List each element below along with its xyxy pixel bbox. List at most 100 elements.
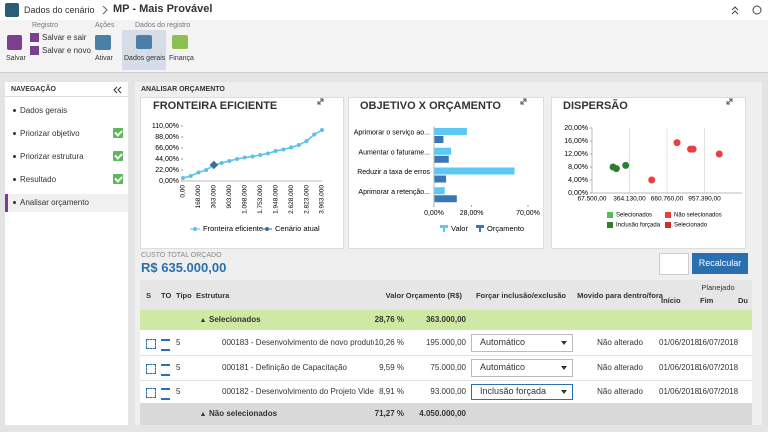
y-tick-label: 66,00% xyxy=(155,145,179,152)
nav-item[interactable]: Analisar orçamento xyxy=(20,198,89,207)
category-label: Aumentar o faturame... xyxy=(358,149,430,156)
group-label: Selecionados xyxy=(209,315,261,324)
list-button[interactable] xyxy=(659,253,689,275)
x-tick-label: 28,00% xyxy=(460,210,484,217)
select-arrow xyxy=(561,341,567,345)
check-icon xyxy=(113,128,123,138)
column-header: Du xyxy=(738,296,748,305)
legend-swatch xyxy=(443,228,445,232)
general-icon[interactable] xyxy=(136,35,152,49)
force-select[interactable]: Automático xyxy=(471,334,573,352)
x-tick-label: 363.000 xyxy=(211,185,218,209)
save-new-button[interactable]: Salvar e novo xyxy=(42,46,91,55)
collapse-icon[interactable] xyxy=(113,86,123,94)
top-bar: Dados do cenário MP - Mais Provável xyxy=(0,0,768,20)
save-icon[interactable] xyxy=(7,35,22,50)
activate-button[interactable]: Ativar xyxy=(95,55,113,62)
cell-tipo: 5 xyxy=(176,337,181,347)
legend-swatch xyxy=(440,225,448,228)
column-header: TO xyxy=(161,291,172,300)
legend-swatch xyxy=(479,228,481,232)
select-value: Inclusão forçada xyxy=(480,386,547,396)
y-tick-label: 22,00% xyxy=(155,167,179,174)
legend-swatch xyxy=(607,212,613,218)
expand-icon xyxy=(520,98,527,105)
y-tick-label: 88,00% xyxy=(155,134,179,141)
bar xyxy=(434,128,467,135)
force-select[interactable]: Automático xyxy=(471,359,573,377)
x-tick-label: 70,00% xyxy=(516,210,540,217)
bullet xyxy=(13,155,16,158)
select-value: Automático xyxy=(480,337,526,347)
nav-item[interactable]: Priorizar objetivo xyxy=(20,129,80,138)
breadcrumb[interactable]: Dados do cenário xyxy=(24,5,95,15)
x-tick-label: 1.753.000 xyxy=(257,185,264,214)
nav-item[interactable]: Dados gerais xyxy=(20,106,68,115)
cell-orcamento: 195.000,00 xyxy=(425,337,466,347)
y-tick-label: 16,00% xyxy=(564,138,588,145)
logo xyxy=(5,3,19,17)
table-row xyxy=(140,330,752,356)
column-header: Fim xyxy=(700,296,714,305)
y-tick-label: 44,00% xyxy=(155,156,179,163)
status-icon[interactable] xyxy=(146,387,156,398)
column-header: Estrutura xyxy=(196,291,230,300)
category-label: Reduzir a taxa de erros xyxy=(357,169,430,176)
table-row xyxy=(140,355,752,381)
save-new-icon[interactable] xyxy=(30,46,39,55)
status-icon[interactable] xyxy=(146,363,156,374)
chart-title: FRONTEIRA EFICIENTE xyxy=(153,100,277,112)
bullet xyxy=(13,201,16,204)
cell-inicio: 01/06/2018 xyxy=(659,337,700,347)
type-icon[interactable] xyxy=(161,363,170,376)
bar xyxy=(434,175,447,183)
check-icon xyxy=(113,151,123,161)
general-button[interactable]: Dados gerais xyxy=(124,55,166,62)
bar xyxy=(434,195,457,203)
legend-label: Valor xyxy=(451,224,468,233)
x-tick-label: 168.000 xyxy=(195,185,202,209)
legend-label: Selecionado xyxy=(674,223,708,229)
x-tick-label: 0,00 xyxy=(180,185,187,198)
group-value: 71,27 % xyxy=(374,409,404,418)
save-exit-icon[interactable] xyxy=(30,33,39,42)
collapse-arrow[interactable] xyxy=(201,412,205,416)
bullet xyxy=(13,109,16,112)
collapse-arrow[interactable] xyxy=(201,318,205,322)
navigation-panel: NAVEGAÇÃO Dados gerais Priorizar objetivo… xyxy=(5,82,128,425)
save-exit-button[interactable]: Salvar e sair xyxy=(42,33,87,42)
nav-item[interactable]: Priorizar estrutura xyxy=(20,152,84,161)
separator xyxy=(102,5,108,15)
legend-swatch xyxy=(665,212,671,218)
legend-label: Cenário atual xyxy=(275,224,320,233)
group-row xyxy=(140,403,752,425)
finance-button[interactable]: Finança xyxy=(169,55,194,62)
nav-item[interactable]: Resultado xyxy=(20,175,57,184)
y-tick-label: 8,00% xyxy=(568,164,588,171)
finance-icon[interactable] xyxy=(172,35,188,49)
cell-movido: Não alterado xyxy=(597,386,643,396)
point xyxy=(209,160,219,170)
column-header: Planejado xyxy=(701,283,735,292)
x-tick-label: 0,00% xyxy=(424,210,444,217)
cell-valor: 9,59 % xyxy=(379,362,404,372)
chart-title: DISPERSÃO xyxy=(563,99,628,112)
bullet xyxy=(13,132,16,135)
x-tick-label: 2.628.000 xyxy=(288,185,295,214)
type-icon[interactable] xyxy=(161,387,170,400)
activate-icon[interactable] xyxy=(95,35,111,50)
active-item[interactable] xyxy=(5,194,128,212)
force-select[interactable]: Inclusão forçada xyxy=(471,384,573,400)
group-label: Não selecionados xyxy=(209,409,278,418)
type-icon[interactable] xyxy=(161,338,170,351)
save-button[interactable]: Salvar xyxy=(6,55,26,62)
window-icons[interactable] xyxy=(730,4,764,16)
status-icon[interactable] xyxy=(146,338,156,349)
legend-label: Fronteira eficiente xyxy=(203,224,263,233)
group-row xyxy=(140,310,752,330)
legend-swatch xyxy=(193,227,197,231)
recalc-button[interactable]: Recalcular xyxy=(692,253,748,274)
category-label: Aprimorar o serviço ao... xyxy=(354,130,430,137)
legend-label: Selecionados xyxy=(616,213,652,219)
column-header: Movido para dentro/fora xyxy=(577,291,663,300)
